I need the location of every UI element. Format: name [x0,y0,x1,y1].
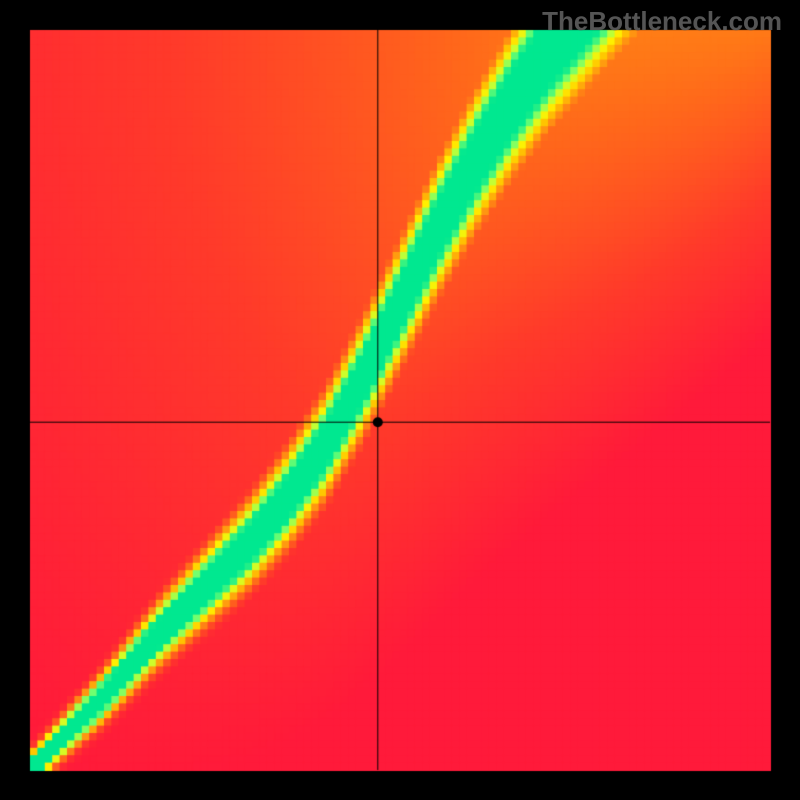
heatmap-canvas [0,0,800,800]
watermark-text: TheBottleneck.com [542,6,782,37]
chart-container: TheBottleneck.com [0,0,800,800]
